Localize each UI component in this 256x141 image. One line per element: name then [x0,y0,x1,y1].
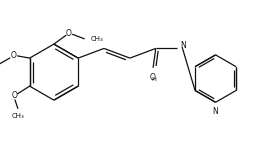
Text: CH₃: CH₃ [91,36,103,42]
Text: O: O [12,91,17,100]
Text: CH₃: CH₃ [12,113,24,119]
Text: O: O [150,73,155,82]
Text: H: H [151,77,156,82]
Text: O: O [66,29,72,38]
Text: N: N [213,107,218,116]
Text: O: O [10,51,16,60]
Text: N: N [180,41,186,50]
